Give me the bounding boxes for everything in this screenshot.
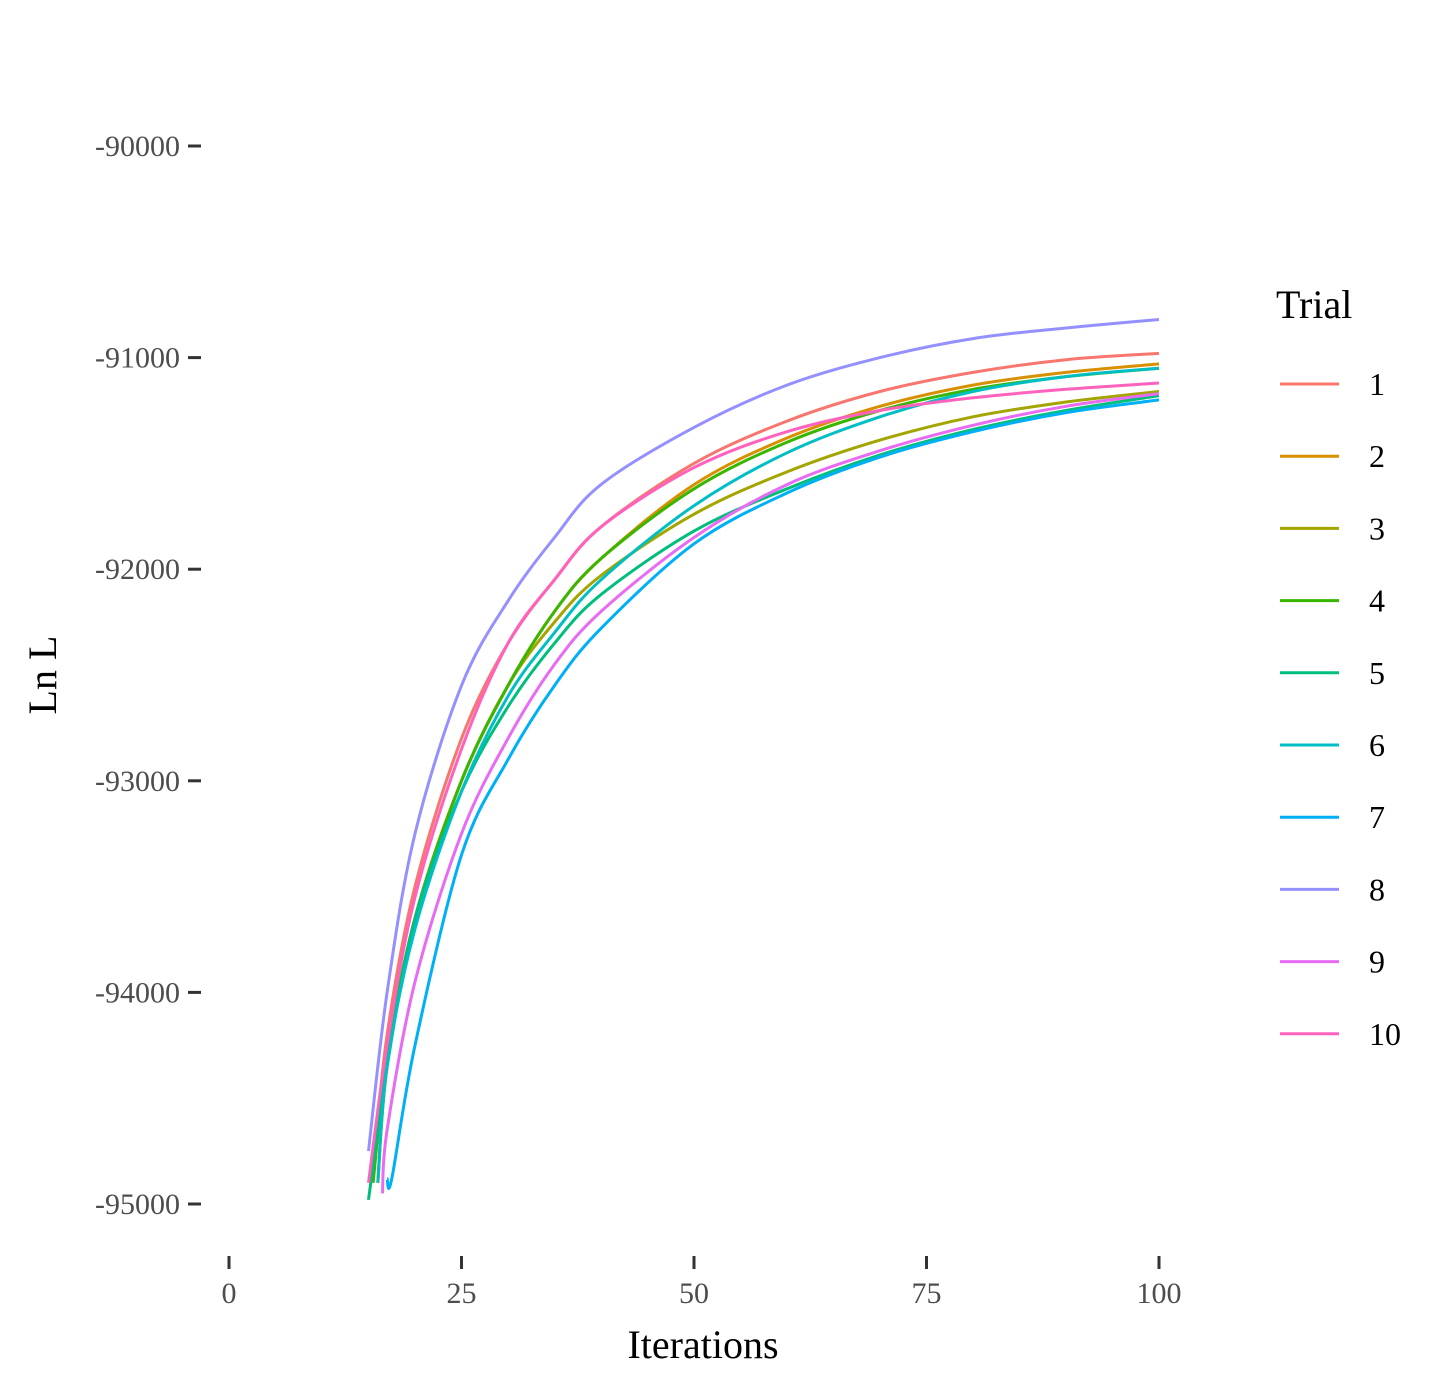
x-tick-label: 75 (912, 1277, 942, 1310)
y-tick-label: -93000 (95, 765, 180, 798)
series-line-8 (367, 318, 1160, 1152)
y-axis-title: Ln L (20, 636, 65, 715)
x-tick-label: 50 (679, 1277, 709, 1310)
x-tick-label: 100 (1137, 1277, 1182, 1310)
series-line-4 (371, 366, 1160, 1183)
legend-label-4: 4 (1369, 583, 1385, 619)
legend-label-10: 10 (1369, 1016, 1401, 1052)
x-axis: 0 25 50 75 100 (222, 1256, 1182, 1310)
series-line-1 (371, 351, 1160, 1173)
legend-label-8: 8 (1369, 871, 1385, 907)
legend-title: Trial (1276, 282, 1352, 327)
x-axis-title: Iterations (627, 1322, 778, 1367)
legend-label-3: 3 (1369, 510, 1385, 546)
y-tick-label: -94000 (95, 976, 180, 1009)
y-tick-label: -92000 (95, 553, 180, 586)
series-line-5 (367, 394, 1160, 1201)
legend-label-1: 1 (1369, 366, 1385, 402)
y-tick-label: -95000 (95, 1188, 180, 1221)
series-line-3 (376, 390, 1160, 1183)
series-line-9 (381, 392, 1160, 1194)
legend-label-5: 5 (1369, 655, 1385, 691)
legend-label-7: 7 (1369, 799, 1385, 835)
y-tick-label: -91000 (95, 342, 180, 375)
legend-label-2: 2 (1369, 438, 1385, 474)
series-line-2 (376, 362, 1160, 1183)
series-line-7 (385, 398, 1160, 1190)
series-line-6 (376, 366, 1160, 1183)
legend-label-6: 6 (1369, 727, 1385, 763)
plot-area (367, 318, 1160, 1201)
y-axis: -95000 -94000 -93000 -92000 -91000 -90000 (95, 130, 201, 1221)
series-line-10 (367, 381, 1160, 1184)
legend-label-9: 9 (1369, 944, 1385, 980)
x-tick-label: 0 (222, 1277, 237, 1310)
x-tick-label: 25 (447, 1277, 477, 1310)
legend: Trial 1 2 3 4 5 6 7 8 9 10 (1276, 282, 1401, 1052)
y-tick-label: -90000 (95, 130, 180, 163)
